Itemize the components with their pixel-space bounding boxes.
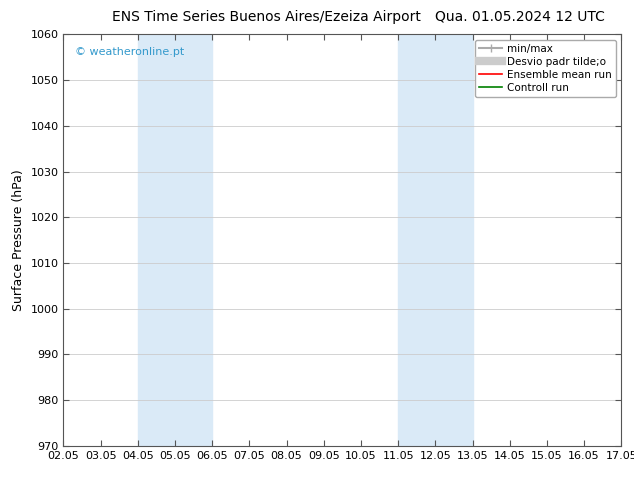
Text: © weatheronline.pt: © weatheronline.pt (75, 47, 184, 57)
Y-axis label: Surface Pressure (hPa): Surface Pressure (hPa) (12, 169, 25, 311)
Bar (138, 34, 212, 446)
Bar (398, 34, 472, 446)
Text: ENS Time Series Buenos Aires/Ezeiza Airport: ENS Time Series Buenos Aires/Ezeiza Airp… (112, 10, 421, 24)
Legend: min/max, Desvio padr tilde;o, Ensemble mean run, Controll run: min/max, Desvio padr tilde;o, Ensemble m… (475, 40, 616, 97)
Text: Qua. 01.05.2024 12 UTC: Qua. 01.05.2024 12 UTC (435, 10, 605, 24)
